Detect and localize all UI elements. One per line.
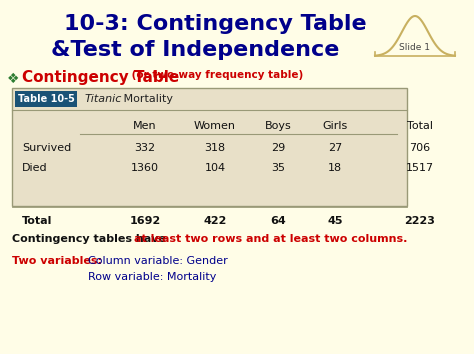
Text: Contingency Table: Contingency Table bbox=[22, 70, 179, 85]
Text: 64: 64 bbox=[270, 216, 286, 226]
Text: (or two-way frequency table): (or two-way frequency table) bbox=[128, 70, 303, 80]
Text: Boys: Boys bbox=[264, 121, 292, 131]
Text: 318: 318 bbox=[204, 143, 226, 153]
Text: Total: Total bbox=[22, 216, 52, 226]
Text: Died: Died bbox=[22, 163, 47, 173]
Text: 45: 45 bbox=[327, 216, 343, 226]
Text: 2223: 2223 bbox=[405, 216, 436, 226]
FancyBboxPatch shape bbox=[12, 88, 407, 206]
Text: 27: 27 bbox=[328, 143, 342, 153]
Text: 1692: 1692 bbox=[129, 216, 161, 226]
Text: 1360: 1360 bbox=[131, 163, 159, 173]
Text: 18: 18 bbox=[328, 163, 342, 173]
Text: Slide 1: Slide 1 bbox=[400, 43, 430, 52]
Text: Row variable: Mortality: Row variable: Mortality bbox=[88, 272, 216, 282]
Text: ❖: ❖ bbox=[7, 72, 19, 86]
Text: Total: Total bbox=[407, 121, 433, 131]
Text: 104: 104 bbox=[204, 163, 226, 173]
Text: Contingency tables have: Contingency tables have bbox=[12, 234, 170, 244]
Text: Girls: Girls bbox=[322, 121, 347, 131]
Text: 332: 332 bbox=[135, 143, 155, 153]
Text: &Test of Independence: &Test of Independence bbox=[51, 40, 339, 60]
Text: 35: 35 bbox=[271, 163, 285, 173]
Text: Mortality: Mortality bbox=[120, 94, 173, 104]
Text: Table 10-5: Table 10-5 bbox=[18, 94, 74, 104]
Text: Two variables:: Two variables: bbox=[12, 256, 106, 266]
Text: Titanic: Titanic bbox=[85, 94, 122, 104]
Text: 1517: 1517 bbox=[406, 163, 434, 173]
Text: 706: 706 bbox=[410, 143, 430, 153]
Text: Men: Men bbox=[133, 121, 157, 131]
Text: at least two rows and at least two columns.: at least two rows and at least two colum… bbox=[134, 234, 407, 244]
Text: 29: 29 bbox=[271, 143, 285, 153]
Text: Column variable: Gender: Column variable: Gender bbox=[88, 256, 228, 266]
Text: Survived: Survived bbox=[22, 143, 71, 153]
Text: 10-3: Contingency Table: 10-3: Contingency Table bbox=[64, 14, 366, 34]
FancyBboxPatch shape bbox=[15, 91, 77, 107]
Text: Women: Women bbox=[194, 121, 236, 131]
Text: 422: 422 bbox=[203, 216, 227, 226]
